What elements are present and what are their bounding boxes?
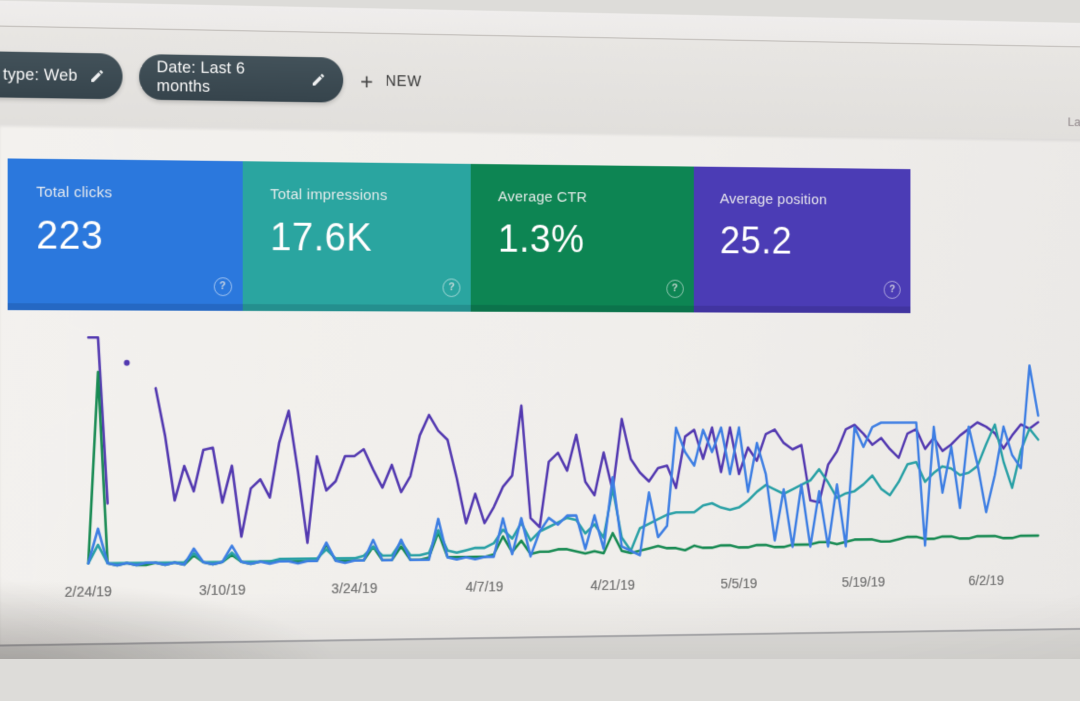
help-icon[interactable]: ? — [665, 279, 684, 298]
card-value: 25.2 — [719, 219, 793, 263]
search-type-filter-chip[interactable]: type: Web — [0, 49, 123, 100]
search-type-filter-label: type: Web — [2, 65, 78, 85]
x-axis-label: 4/21/19 — [590, 577, 635, 594]
average-ctr-card[interactable]: Average CTR 1.3% ? — [470, 163, 694, 313]
series-line-position — [88, 338, 107, 504]
performance-report-panel: Total clicks 223 ? Total impressions 17.… — [0, 124, 1080, 647]
pencil-icon[interactable] — [311, 72, 326, 88]
x-axis-label: 5/5/19 — [720, 576, 758, 593]
help-icon[interactable]: ? — [883, 280, 901, 299]
card-value: 1.3% — [497, 217, 585, 261]
date-range-filter-chip[interactable]: Date: Last 6 months — [139, 54, 344, 103]
total-clicks-card[interactable]: Total clicks 223 ? — [7, 158, 243, 311]
x-axis-label: 3/10/19 — [198, 582, 246, 600]
help-icon[interactable]: ? — [442, 278, 461, 298]
average-position-card[interactable]: Average position 25.2 ? — [693, 166, 911, 314]
filter-toolbar: type: Web Date: Last 6 months + NEW La — [0, 26, 1080, 140]
card-title: Average position — [719, 190, 828, 209]
series-line-impressions — [88, 424, 1038, 563]
x-axis-label: 2/24/19 — [64, 584, 112, 601]
chart-canvas — [39, 325, 1080, 579]
new-filter-button-label: NEW — [385, 73, 422, 91]
x-axis-label: 3/24/19 — [331, 581, 378, 598]
card-title: Total impressions — [270, 186, 388, 204]
series-point-position — [123, 359, 130, 366]
plus-icon: + — [360, 68, 374, 94]
card-value: 17.6K — [270, 215, 373, 260]
new-filter-button[interactable]: + NEW — [360, 66, 422, 98]
card-title: Average CTR — [497, 188, 588, 206]
performance-time-series-chart[interactable] — [39, 325, 1080, 579]
top-right-partial-text: La — [1067, 114, 1080, 129]
x-axis-label: 4/7/19 — [465, 579, 504, 596]
x-axis-label: 6/2/19 — [968, 573, 1004, 590]
date-range-filter-label: Date: Last 6 months — [156, 58, 245, 96]
card-title: Total clicks — [36, 183, 113, 202]
help-icon[interactable]: ? — [213, 277, 232, 297]
x-axis-label: 5/19/19 — [841, 574, 886, 591]
card-value: 223 — [36, 213, 104, 258]
pencil-icon[interactable] — [89, 68, 105, 84]
total-impressions-card[interactable]: Total impressions 17.6K ? — [242, 161, 471, 312]
metric-summary-cards: Total clicks 223 ? Total impressions 17.… — [7, 158, 911, 314]
